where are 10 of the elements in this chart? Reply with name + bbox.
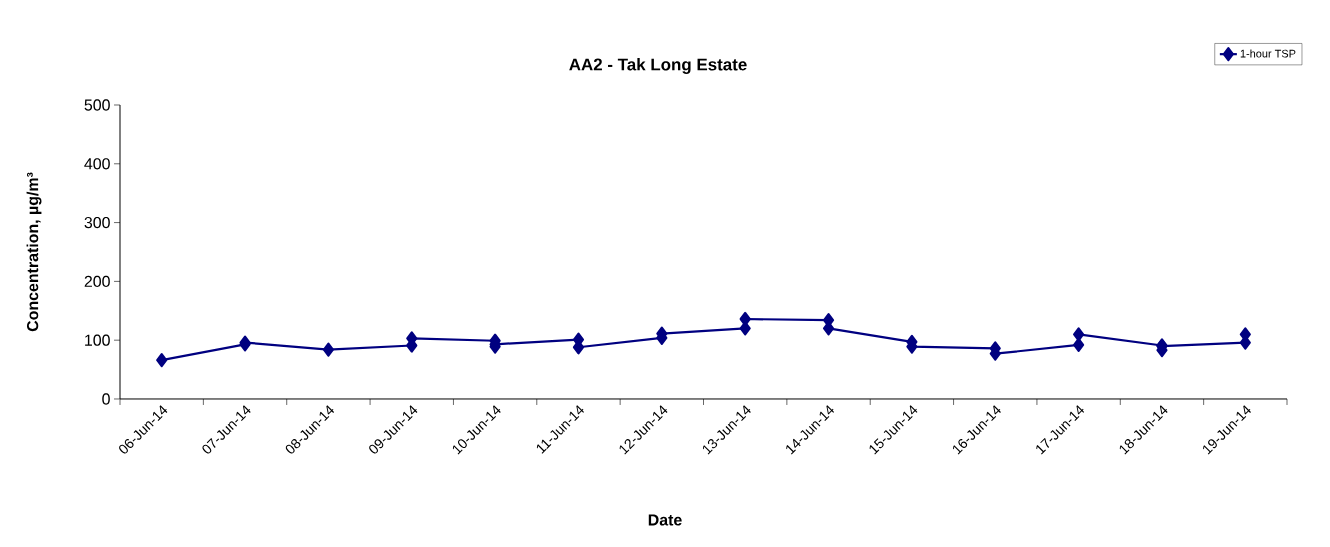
y-tick-label: 500 [84, 99, 110, 111]
y-tick-label: 300 [84, 216, 110, 229]
chart-title: AA2 - Tak Long Estate [569, 58, 747, 74]
y-tick-label: 100 [85, 334, 110, 346]
y-tick-label: 0 [102, 393, 110, 405]
x-axis-title: Date [648, 514, 682, 526]
y-axis-title: Concentration, µg/m³ [26, 172, 42, 332]
y-tick-label: 400 [84, 158, 110, 170]
legend-label: 1-hour TSP [1240, 49, 1296, 58]
y-tick-label: 200 [84, 275, 110, 288]
